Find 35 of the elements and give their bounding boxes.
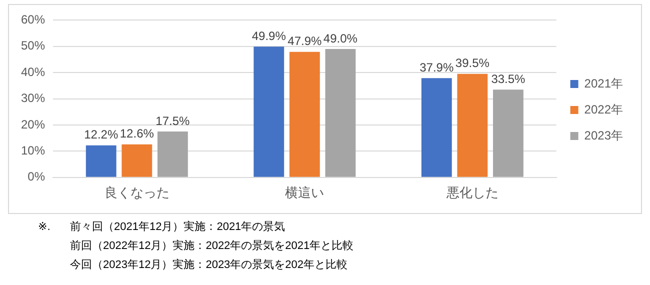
y-tick-label: 30%	[20, 91, 46, 106]
data-label: 12.2%	[84, 128, 118, 142]
bar	[457, 74, 488, 177]
text: 前回（2022年12月）実施：2022年の景気を2021年と比較	[70, 238, 355, 254]
bar	[289, 52, 320, 177]
y-tick-label: 0%	[28, 170, 46, 184]
data-label: 37.9%	[420, 60, 454, 74]
y-tick-label: 20%	[20, 117, 46, 132]
data-label: 47.9%	[288, 34, 322, 48]
bar	[122, 144, 152, 177]
bar	[157, 132, 188, 177]
bar	[254, 46, 284, 177]
y-tick-label: 10%	[20, 144, 46, 158]
x-tick-label: 悪化した	[445, 184, 498, 200]
legend-label: 2022年	[584, 102, 624, 116]
legend-label: 2023年	[584, 128, 624, 142]
y-tick-label: 60%	[20, 12, 46, 27]
bar	[421, 78, 452, 177]
text: ※.	[38, 220, 50, 235]
bar	[86, 145, 116, 177]
text: 前々回（2021年12月）実施：2021年の景気	[70, 220, 286, 235]
y-tick-label: 40%	[20, 64, 46, 79]
x-tick-label: 良くなった	[104, 184, 170, 200]
data-label: 17.5%	[156, 114, 190, 128]
bar	[325, 49, 356, 177]
y-tick-label: 50%	[20, 38, 46, 53]
legend-label: 2021年	[584, 76, 624, 90]
bar	[493, 90, 524, 177]
text: 今回（2023年12月）実施：2023年の景気を202年と比較	[70, 258, 349, 273]
x-tick-label: 横這い	[285, 184, 324, 200]
data-label: 33.5%	[491, 72, 526, 86]
data-label: 39.5%	[455, 56, 490, 70]
data-label: 49.0%	[323, 31, 358, 46]
data-label: 49.9%	[252, 28, 286, 43]
data-label: 12.6%	[120, 126, 154, 141]
